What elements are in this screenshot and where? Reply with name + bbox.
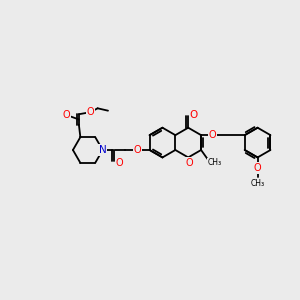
Text: O: O xyxy=(254,163,261,173)
Text: O: O xyxy=(116,158,123,168)
Text: CH₃: CH₃ xyxy=(250,179,265,188)
Text: O: O xyxy=(134,145,142,155)
Text: O: O xyxy=(87,106,94,117)
Text: O: O xyxy=(62,110,70,120)
Text: N: N xyxy=(99,145,106,155)
Text: O: O xyxy=(189,110,198,120)
Text: O: O xyxy=(185,158,193,168)
Text: O: O xyxy=(208,130,216,140)
Text: CH₃: CH₃ xyxy=(207,158,221,167)
